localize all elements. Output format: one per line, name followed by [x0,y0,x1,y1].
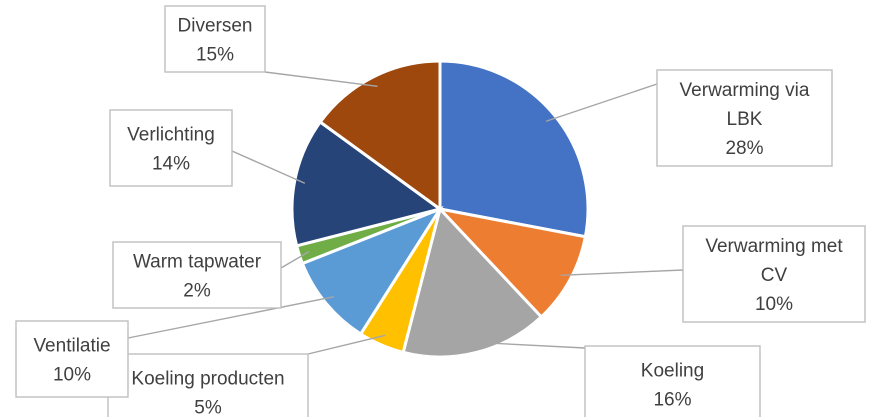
data-label-value: 2% [183,281,211,302]
data-labels: Verwarming via LBK 28% Verwarming met CV 10% K… [15,5,866,417]
data-label-value: 16% [653,390,691,411]
data-label-category: Ventilatie [33,336,110,357]
leader-line-warm-tapwater [280,250,310,269]
leader-line-koeling-producten [307,334,386,355]
data-label-box [15,320,129,398]
leader-line-verwarming-met-cv [560,269,684,277]
data-label-category: Koeling producten [131,369,284,390]
data-label-box [656,69,833,167]
pie-slices [290,59,590,359]
data-label-koeling-producten: Koeling producten 5% [107,353,309,417]
data-label-value: 10% [755,294,793,315]
data-label-diversen: Diversen 15% [164,5,266,73]
pie-slice-koeling [401,205,544,359]
data-label-value: 15% [196,45,234,66]
leader-line-verwarming-via-lbk [545,83,658,122]
data-label-value: 5% [194,398,222,417]
data-label-box [107,353,309,417]
data-label-category: Verwarming met [705,236,843,257]
data-label-category: CV [761,265,788,286]
leader-line-diversen [264,71,378,88]
data-label-box [109,109,233,187]
pie-slice-verlichting [290,119,444,248]
data-label-category: Verlichting [127,125,215,146]
pie-slice-diversen [318,59,442,212]
data-label-verlichting: Verlichting 14% [109,109,233,187]
data-label-category: LBK [727,109,763,130]
data-label-verwarming-met-cv: Verwarming met CV 10% [682,225,866,323]
data-label-box [682,225,866,323]
data-label-box [584,345,761,417]
data-label-value: 28% [725,138,763,159]
leader-lines [127,71,684,355]
leader-line-koeling [474,341,586,349]
leader-line-ventilatie [127,296,335,339]
pie-slice-verwarming-via-lbk [438,59,590,239]
data-label-box [164,5,266,73]
data-label-ventilatie: Ventilatie 10% [15,320,129,398]
data-label-value: 10% [53,365,91,386]
data-label-value: 14% [152,154,190,175]
data-label-verwarming-via-lbk: Verwarming via LBK 28% [656,69,833,167]
data-label-category: Diversen [178,16,253,37]
data-label-category: Koeling [641,361,704,382]
leader-line-verlichting [231,150,306,184]
pie-slice-ventilatie [300,205,444,337]
data-label-warm-tapwater: Warm tapwater 2% [112,241,282,309]
data-label-category: Verwarming via [680,80,810,101]
pie-slice-verwarming-met-cv [435,206,588,320]
data-label-category: Warm tapwater [133,252,262,273]
data-label-koeling: Koeling 16% [584,345,761,417]
data-label-box [112,241,282,309]
